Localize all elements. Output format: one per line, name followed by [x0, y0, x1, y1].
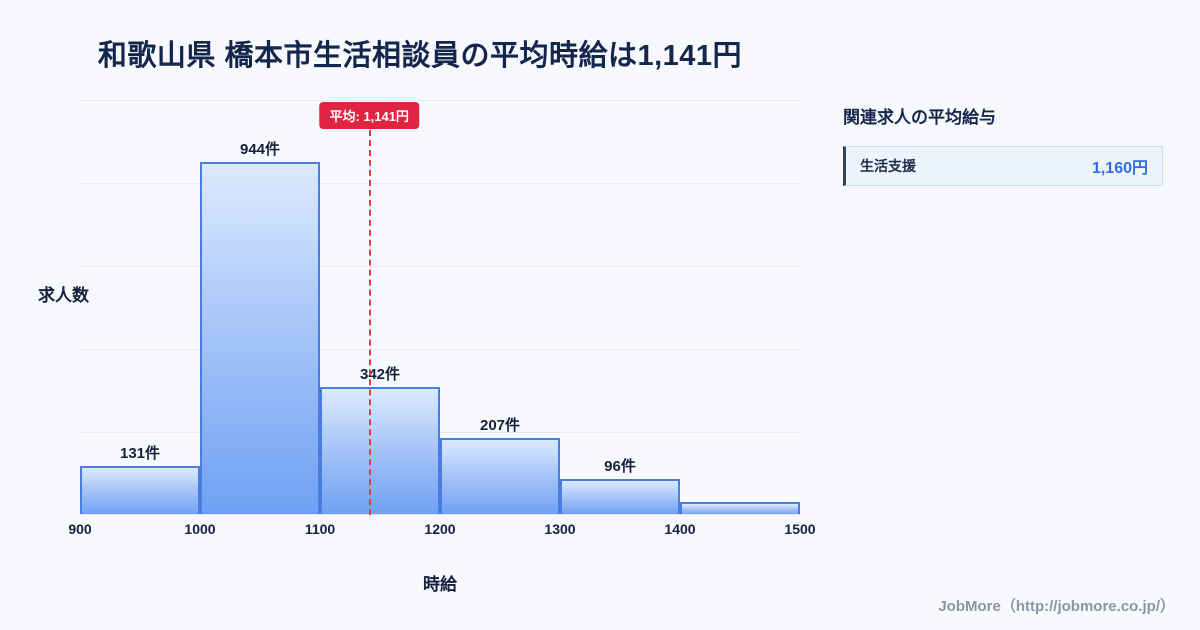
x-tick-label: 1500 — [784, 521, 816, 537]
x-tick-label: 900 — [68, 521, 92, 537]
histogram-bar — [80, 466, 200, 515]
related-job-label: 生活支援 — [860, 158, 916, 174]
bar-value-label: 342件 — [359, 366, 401, 383]
histogram-bar — [200, 162, 320, 515]
gridline — [80, 432, 800, 433]
bar-value-label: 944件 — [239, 141, 281, 158]
salary-histogram: 131件 944件 342件 207件 96件 平均: 1,141円 900 1000 11… — [68, 100, 816, 537]
gridline — [80, 266, 800, 267]
x-axis-label: 時給 — [423, 575, 457, 594]
histogram-bar — [680, 502, 800, 515]
bar-value-label: 207件 — [479, 417, 521, 434]
related-jobs-heading: 関連求人の平均給与 — [843, 108, 996, 127]
gridline — [80, 100, 800, 101]
x-tick-label: 1000 — [184, 521, 216, 537]
x-tick-label: 1100 — [304, 521, 336, 537]
site-credit: JobMore（http://jobmore.co.jp/） — [938, 598, 1175, 615]
gridline — [80, 349, 800, 350]
histogram-bar — [320, 387, 440, 515]
bar-value-label: 96件 — [604, 458, 636, 475]
average-badge: 平均: 1,141円 — [319, 102, 419, 129]
related-salary-card: 生活支援 1,160円 — [843, 146, 1163, 186]
related-job-salary: 1,160円 — [1091, 160, 1148, 177]
histogram-bar — [440, 438, 560, 515]
average-line — [369, 130, 372, 515]
y-axis-label: 求人数 — [38, 286, 89, 305]
x-tick-label: 1400 — [664, 521, 696, 537]
gridline — [80, 183, 800, 184]
x-tick-label: 1300 — [544, 521, 576, 537]
page-title: 和歌山県 橋本市生活相談員の平均時給は1,141円 — [97, 40, 743, 72]
bar-value-label: 131件 — [119, 445, 161, 462]
x-tick-label: 1200 — [424, 521, 456, 537]
x-axis-line — [80, 514, 800, 515]
histogram-bar — [560, 479, 680, 515]
